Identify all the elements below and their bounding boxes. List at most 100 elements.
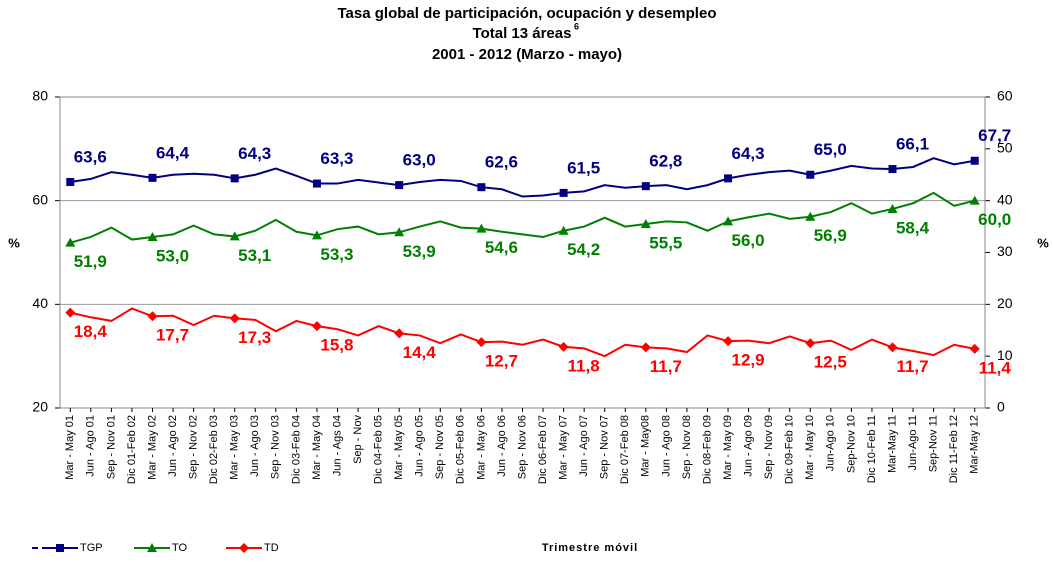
y-tick-label: 80 <box>32 88 48 104</box>
value-label: 64,3 <box>732 144 765 163</box>
point-marker <box>969 195 980 205</box>
point-marker <box>311 321 322 332</box>
value-label: 55,5 <box>649 233 682 252</box>
x-tick-label: Mar-May 12 <box>969 415 981 474</box>
x-tick-label: Mar - May 01 <box>64 415 76 480</box>
point-marker <box>65 307 76 318</box>
x-tick-label: Dic 04-Feb 05 <box>373 415 385 484</box>
x-tick-label: Jun - Ago 06 <box>496 415 508 477</box>
legend-marker <box>147 543 157 552</box>
x-tick-label: Sep - Nov 07 <box>599 415 611 479</box>
value-label: 12,7 <box>485 352 518 371</box>
value-label: 53,0 <box>156 246 189 265</box>
point-marker <box>887 203 898 213</box>
point-marker <box>887 342 898 353</box>
y2-tick-label: 10 <box>997 347 1013 363</box>
point-marker <box>394 227 405 237</box>
x-tick-label: Dic 02-Feb 03 <box>208 415 220 484</box>
chart-title: Tasa global de participación, ocupación … <box>338 5 717 22</box>
y-tick-label: 40 <box>32 295 48 311</box>
footnote-mark: 6 <box>574 21 579 31</box>
y2-tick-label: 0 <box>997 399 1005 415</box>
point-marker <box>229 313 240 324</box>
value-label: 64,4 <box>156 143 190 162</box>
point-marker <box>395 181 404 190</box>
point-marker <box>805 211 816 221</box>
series-line <box>70 157 975 198</box>
point-marker <box>723 216 734 226</box>
value-label: 11,7 <box>650 357 682 376</box>
value-label: 63,3 <box>320 149 353 168</box>
point-marker <box>394 328 405 339</box>
y-tick-label: 20 <box>32 399 48 415</box>
legend-label: TD <box>264 542 279 554</box>
value-label: 56,0 <box>732 231 765 250</box>
value-label: 12,9 <box>732 351 765 370</box>
value-label: 53,3 <box>320 245 353 264</box>
value-label: 54,6 <box>485 238 518 257</box>
y2-tick-label: 40 <box>997 191 1013 207</box>
value-label: 11,8 <box>568 356 600 375</box>
x-tick-label: Sep - Nov <box>352 415 364 464</box>
point-marker <box>558 341 569 352</box>
x-tick-label: Jun - Ago 08 <box>660 415 672 477</box>
x-tick-label: Mar - May08 <box>640 415 652 477</box>
value-label: 66,1 <box>896 135 929 154</box>
point-marker <box>724 174 733 183</box>
x-tick-label: Mar - May 02 <box>146 415 158 480</box>
y2-tick-label: 20 <box>997 295 1013 311</box>
value-label: 17,7 <box>156 326 189 345</box>
x-tick-label: Mar - May 07 <box>558 415 570 480</box>
x-tick-label: Dic 11-Feb 12 <box>948 415 960 483</box>
value-label: 11,7 <box>896 357 928 376</box>
x-tick-label: Dic 09-Feb 10 <box>784 415 796 484</box>
x-tick-label: Sep - Nov 02 <box>188 415 200 479</box>
point-marker <box>312 179 321 188</box>
x-tick-label: Mar - May 06 <box>475 415 487 480</box>
x-tick-label: Sep-Nov 10 <box>845 415 857 473</box>
value-label: 62,8 <box>649 152 682 171</box>
value-label: 51,9 <box>74 252 107 271</box>
y2-tick-label: 30 <box>997 243 1013 259</box>
value-label: 65,0 <box>814 140 847 159</box>
value-label: 54,2 <box>567 240 600 259</box>
value-label: 12,5 <box>814 353 847 372</box>
x-tick-label: Mar - May 10 <box>804 415 816 480</box>
y2-tick-label: 50 <box>997 140 1013 156</box>
value-label: 53,9 <box>403 242 436 261</box>
x-tick-label: Jun-Ago 10 <box>825 415 837 471</box>
value-label: 67,7 <box>978 126 1011 145</box>
x-tick-label: Sep - Nov 05 <box>434 415 446 479</box>
point-marker <box>969 343 980 354</box>
chart-subtitle: Total 13 áreas <box>473 25 572 42</box>
x-tick-label: Dic 10-Feb 11 <box>866 415 878 483</box>
value-label: 63,6 <box>74 147 107 166</box>
point-marker <box>888 165 897 174</box>
x-tick-label: Sep - Nov 09 <box>763 415 775 479</box>
point-marker <box>229 231 240 241</box>
series-line <box>70 307 975 358</box>
point-marker <box>640 218 651 228</box>
x-tick-label: Dic 01-Feb 02 <box>126 415 138 484</box>
point-marker <box>66 178 75 187</box>
point-marker <box>477 183 486 192</box>
point-marker <box>641 182 650 191</box>
x-tick-label: Mar-May 11 <box>886 415 898 473</box>
value-label: 63,0 <box>403 151 436 170</box>
x-tick-label: Dic 07-Feb 08 <box>619 415 631 484</box>
point-marker <box>147 231 158 241</box>
point-marker <box>723 336 734 347</box>
x-tick-label: Mar - May 04 <box>311 415 323 480</box>
value-label: 18,4 <box>74 322 108 341</box>
value-label: 11,4 <box>979 358 1012 377</box>
x-tick-label: Jun - Ago 09 <box>743 415 755 477</box>
x-tick-label: Dic 06-Feb 07 <box>537 415 549 484</box>
point-marker <box>65 237 76 247</box>
x-tick-label: Sep - Nov 08 <box>681 415 693 479</box>
value-label: 53,1 <box>238 246 271 265</box>
x-tick-label: Sep-Nov 11 <box>928 415 940 472</box>
value-label: 15,8 <box>320 336 353 355</box>
y-tick-label: 60 <box>32 191 48 207</box>
x-tick-label: Dic 03-Feb 04 <box>290 415 302 484</box>
